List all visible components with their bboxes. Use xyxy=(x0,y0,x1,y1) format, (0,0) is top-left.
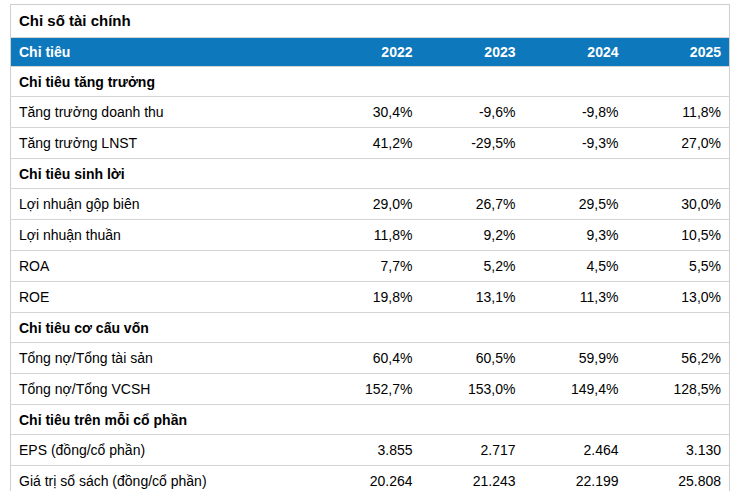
header-year-2025: 2025 xyxy=(627,38,730,67)
table-row: Tăng trưởng doanh thu 30,4% -9,6% -9,8% … xyxy=(11,97,730,128)
row-label: Tăng trưởng LNST xyxy=(11,128,318,159)
section-title: Chỉ tiêu tăng trưởng xyxy=(11,67,730,97)
row-value: 29,5% xyxy=(524,189,627,220)
table-row: ROA 7,7% 5,2% 4,5% 5,5% xyxy=(11,251,730,282)
row-value: 11,8% xyxy=(627,97,730,128)
row-value: 2.464 xyxy=(524,435,627,466)
row-label: Giá trị sổ sách (đồng/cổ phần) xyxy=(11,466,318,491)
row-value: 4,5% xyxy=(524,251,627,282)
row-value: 25.808 xyxy=(627,466,730,491)
row-value: 3.130 xyxy=(627,435,730,466)
row-value: -9,8% xyxy=(524,97,627,128)
header-year-2022: 2022 xyxy=(318,38,421,67)
row-value: -9,6% xyxy=(421,97,524,128)
row-label: ROA xyxy=(11,251,318,282)
row-value: 128,5% xyxy=(627,374,730,405)
row-value: 22.199 xyxy=(524,466,627,491)
row-value: 21.243 xyxy=(421,466,524,491)
row-value: 9,2% xyxy=(421,220,524,251)
row-label: Lợi nhuận gộp biên xyxy=(11,189,318,220)
row-value: 149,4% xyxy=(524,374,627,405)
row-value: -29,5% xyxy=(421,128,524,159)
row-value: 30,4% xyxy=(318,97,421,128)
row-value: 13,0% xyxy=(627,282,730,313)
row-label: Tổng nợ/Tổng VCSH xyxy=(11,374,318,405)
table-row: Tổng nợ/Tổng VCSH 152,7% 153,0% 149,4% 1… xyxy=(11,374,730,405)
row-value: 60,5% xyxy=(421,343,524,374)
row-value: 13,1% xyxy=(421,282,524,313)
header-label: Chỉ tiêu xyxy=(11,38,318,67)
row-value: 59,9% xyxy=(524,343,627,374)
row-value: 9,3% xyxy=(524,220,627,251)
financial-indicators-panel: Chỉ số tài chính Chỉ tiêu 2022 2023 2024… xyxy=(10,4,729,491)
table-header-row: Chỉ tiêu 2022 2023 2024 2025 xyxy=(11,38,730,67)
table-row: Tăng trưởng LNST 41,2% -29,5% -9,3% 27,0… xyxy=(11,128,730,159)
table-title: Chỉ số tài chính xyxy=(11,5,730,38)
row-value: 29,0% xyxy=(318,189,421,220)
row-value: -9,3% xyxy=(524,128,627,159)
section-title: Chỉ tiêu cơ cấu vốn xyxy=(11,313,730,343)
header-year-2024: 2024 xyxy=(524,38,627,67)
table-row: Tổng nợ/Tổng tài sản 60,4% 60,5% 59,9% 5… xyxy=(11,343,730,374)
row-value: 11,8% xyxy=(318,220,421,251)
table-row: Lợi nhuận thuần 11,8% 9,2% 9,3% 10,5% xyxy=(11,220,730,251)
section-row-capital-structure: Chỉ tiêu cơ cấu vốn xyxy=(11,313,730,343)
table-row: ROE 19,8% 13,1% 11,3% 13,0% xyxy=(11,282,730,313)
row-label: Tăng trưởng doanh thu xyxy=(11,97,318,128)
row-value: 30,0% xyxy=(627,189,730,220)
section-title: Chỉ tiêu sinh lời xyxy=(11,159,730,189)
row-label: Tổng nợ/Tổng tài sản xyxy=(11,343,318,374)
table-row: EPS (đồng/cổ phần) 3.855 2.717 2.464 3.1… xyxy=(11,435,730,466)
row-value: 27,0% xyxy=(627,128,730,159)
row-value: 10,5% xyxy=(627,220,730,251)
row-value: 26,7% xyxy=(421,189,524,220)
header-year-2023: 2023 xyxy=(421,38,524,67)
row-value: 152,7% xyxy=(318,374,421,405)
row-value: 2.717 xyxy=(421,435,524,466)
row-label: ROE xyxy=(11,282,318,313)
row-value: 153,0% xyxy=(421,374,524,405)
row-value: 41,2% xyxy=(318,128,421,159)
table-title-row: Chỉ số tài chính xyxy=(11,5,730,38)
section-row-profitability: Chỉ tiêu sinh lời xyxy=(11,159,730,189)
section-title: Chỉ tiêu trên mỗi cổ phần xyxy=(11,405,730,435)
row-value: 19,8% xyxy=(318,282,421,313)
section-row-growth: Chỉ tiêu tăng trưởng xyxy=(11,67,730,97)
row-value: 60,4% xyxy=(318,343,421,374)
row-value: 5,5% xyxy=(627,251,730,282)
financial-indicators-table: Chỉ số tài chính Chỉ tiêu 2022 2023 2024… xyxy=(10,4,730,491)
row-value: 20.264 xyxy=(318,466,421,491)
row-value: 5,2% xyxy=(421,251,524,282)
row-value: 11,3% xyxy=(524,282,627,313)
table-row: Lợi nhuận gộp biên 29,0% 26,7% 29,5% 30,… xyxy=(11,189,730,220)
row-value: 7,7% xyxy=(318,251,421,282)
row-value: 3.855 xyxy=(318,435,421,466)
row-label: EPS (đồng/cổ phần) xyxy=(11,435,318,466)
section-row-per-share: Chỉ tiêu trên mỗi cổ phần xyxy=(11,405,730,435)
row-label: Lợi nhuận thuần xyxy=(11,220,318,251)
table-row: Giá trị sổ sách (đồng/cổ phần) 20.264 21… xyxy=(11,466,730,491)
row-value: 56,2% xyxy=(627,343,730,374)
